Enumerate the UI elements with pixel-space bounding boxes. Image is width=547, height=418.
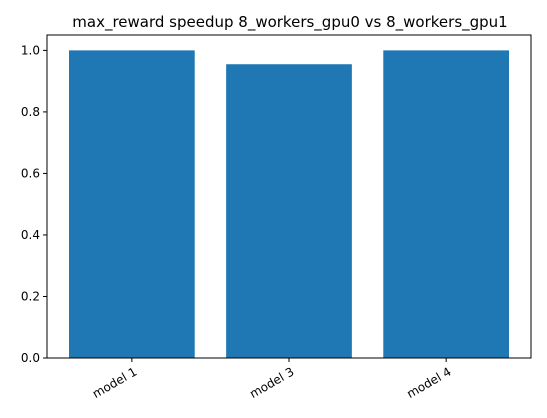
x-tick-label: model 4 xyxy=(404,364,453,401)
plot-frame xyxy=(46,34,532,359)
x-tick-label: model 3 xyxy=(247,364,296,401)
y-axis: 0.0 0.2 0.4 0.6 0.8 1.0 xyxy=(21,43,47,365)
x-tick-label: model 1 xyxy=(90,364,139,401)
y-tick-label: 1.0 xyxy=(21,43,40,57)
bars-group xyxy=(69,50,509,358)
bar-model-4 xyxy=(383,50,509,358)
y-tick-label: 0.4 xyxy=(21,228,40,242)
chart-title: max_reward speedup 8_workers_gpu0 vs 8_w… xyxy=(72,13,507,32)
y-tick-label: 0.0 xyxy=(21,351,40,365)
y-tick-label: 0.8 xyxy=(21,105,40,119)
x-axis: model 1 model 3 model 4 xyxy=(90,358,454,401)
bar-model-3 xyxy=(226,64,352,358)
bar-model-1 xyxy=(69,50,195,358)
y-tick-label: 0.6 xyxy=(21,166,40,180)
y-tick-label: 0.2 xyxy=(21,289,40,303)
